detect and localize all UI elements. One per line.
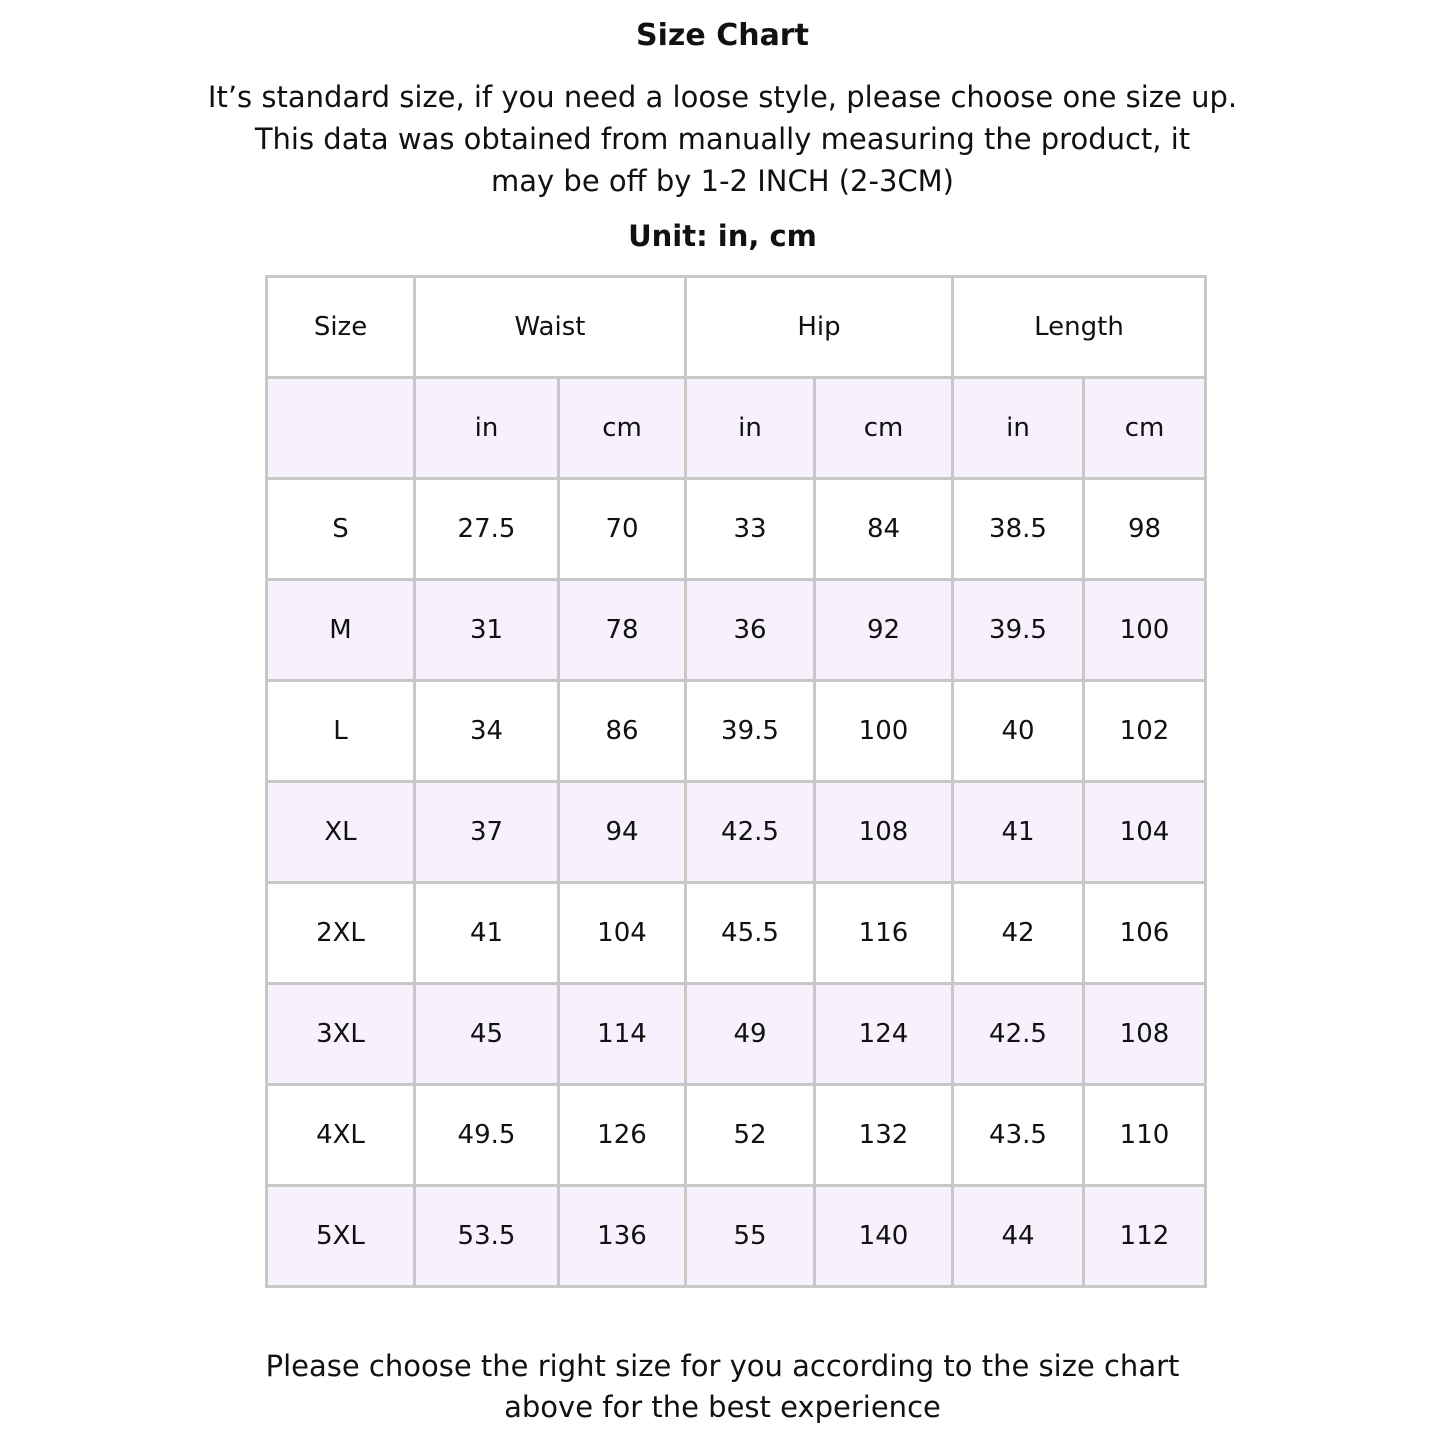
header-size: Size [265,275,416,379]
subheader-cell [265,376,416,480]
measurement-cell: 41 [413,881,560,985]
header-length: Length [951,275,1207,379]
measurement-cell: 55 [684,1184,816,1288]
measurement-cell: 136 [557,1184,687,1288]
description-line: This data was obtained from manually mea… [254,122,1191,156]
size-cell: 5XL [265,1184,416,1288]
table-row: XL 37 94 42.5 108 41 104 [265,780,1207,884]
measurement-cell: 38.5 [951,477,1085,581]
table-row: 3XL 45 114 49 124 42.5 108 [265,982,1207,1086]
subheader-cell: in [413,376,560,480]
size-cell: M [265,578,416,682]
size-cell: L [265,679,416,783]
measurement-cell: 40 [951,679,1085,783]
measurement-cell: 42.5 [684,780,816,884]
table-row: S 27.5 70 33 84 38.5 98 [265,477,1207,581]
measurement-cell: 70 [557,477,687,581]
measurement-cell: 84 [813,477,954,581]
table-row: 4XL 49.5 126 52 132 43.5 110 [265,1083,1207,1187]
description-line: may be off by 1-2 INCH (2-3CM) [491,164,954,198]
description-line: It’s standard size, if you need a loose … [207,80,1238,114]
subheader-cell: in [951,376,1085,480]
measurement-cell: 49 [684,982,816,1086]
measurement-cell: 36 [684,578,816,682]
description: It’s standard size, if you need a loose … [0,76,1445,202]
measurement-cell: 37 [413,780,560,884]
measurement-cell: 78 [557,578,687,682]
footer-line: Please choose the right size for you acc… [265,1349,1180,1383]
measurement-cell: 27.5 [413,477,560,581]
measurement-cell: 92 [813,578,954,682]
measurement-cell: 31 [413,578,560,682]
measurement-cell: 33 [684,477,816,581]
measurement-cell: 42.5 [951,982,1085,1086]
measurement-cell: 116 [813,881,954,985]
subheader-cell: cm [1082,376,1207,480]
measurement-cell: 98 [1082,477,1207,581]
subheader-cell: in [684,376,816,480]
measurement-cell: 124 [813,982,954,1086]
size-cell: 3XL [265,982,416,1086]
measurement-cell: 110 [1082,1083,1207,1187]
measurement-cell: 104 [557,881,687,985]
measurement-cell: 44 [951,1184,1085,1288]
measurement-cell: 43.5 [951,1083,1085,1187]
measurement-cell: 53.5 [413,1184,560,1288]
measurement-cell: 94 [557,780,687,884]
measurement-cell: 126 [557,1083,687,1187]
size-cell: XL [265,780,416,884]
measurement-cell: 41 [951,780,1085,884]
table-row: M 31 78 36 92 39.5 100 [265,578,1207,682]
measurement-cell: 140 [813,1184,954,1288]
measurement-cell: 49.5 [413,1083,560,1187]
table-row: 2XL 41 104 45.5 116 42 106 [265,881,1207,985]
measurement-cell: 108 [813,780,954,884]
measurement-cell: 52 [684,1083,816,1187]
page-title: Size Chart [636,18,809,53]
measurement-cell: 45.5 [684,881,816,985]
header-waist: Waist [413,275,687,379]
measurement-cell: 108 [1082,982,1207,1086]
measurement-cell: 106 [1082,881,1207,985]
size-cell: 2XL [265,881,416,985]
footer-line: above for the best experience [504,1390,941,1424]
measurement-cell: 102 [1082,679,1207,783]
measurement-cell: 45 [413,982,560,1086]
header-hip: Hip [684,275,954,379]
size-cell: 4XL [265,1083,416,1187]
measurement-cell: 104 [1082,780,1207,884]
measurement-cell: 132 [813,1083,954,1187]
size-cell: S [265,477,416,581]
header-row: Size Waist Hip Length [265,275,1207,379]
measurement-cell: 100 [1082,578,1207,682]
measurement-cell: 39.5 [951,578,1085,682]
subheader-cell: cm [813,376,954,480]
measurement-cell: 34 [413,679,560,783]
unit-label: Unit: in, cm [628,219,817,253]
measurement-cell: 114 [557,982,687,1086]
subheader-cell: cm [557,376,687,480]
measurement-cell: 112 [1082,1184,1207,1288]
table-row: L 34 86 39.5 100 40 102 [265,679,1207,783]
measurement-cell: 42 [951,881,1085,985]
measurement-cell: 86 [557,679,687,783]
footer-note: Please choose the right size for you acc… [0,1346,1445,1428]
measurement-cell: 100 [813,679,954,783]
size-table: Size Waist Hip Length in cm in cm in cm … [265,275,1207,1288]
table-row: 5XL 53.5 136 55 140 44 112 [265,1184,1207,1288]
subheader-row: in cm in cm in cm [265,376,1207,480]
measurement-cell: 39.5 [684,679,816,783]
